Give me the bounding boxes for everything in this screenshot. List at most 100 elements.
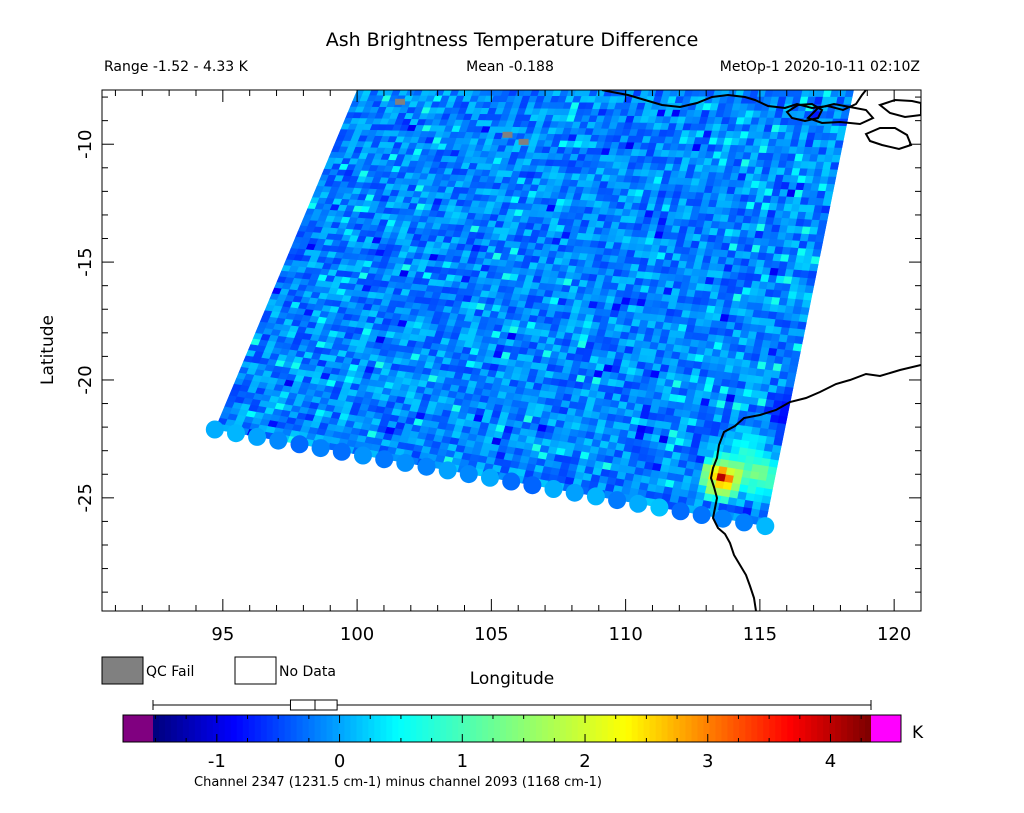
- x-tick-label: 105: [474, 624, 508, 645]
- boxplot-box: [289, 699, 338, 711]
- colorbar-segment: [685, 715, 692, 742]
- range-label: Range -1.52 - 4.33 K: [104, 59, 249, 75]
- heatmap-cell: [820, 205, 831, 214]
- footprint-cell: [565, 483, 584, 502]
- colorbar-segment: [673, 715, 681, 742]
- colorbar-segment: [153, 715, 160, 742]
- colorbar-segment: [847, 715, 854, 742]
- no-data-label: No Data: [279, 664, 336, 680]
- y-tick-label: -15: [75, 247, 96, 276]
- colorbar-segment: [494, 715, 501, 742]
- heatmap-cell: [777, 415, 788, 425]
- colorbar-segment: [649, 715, 657, 742]
- heatmap-cell: [826, 176, 837, 185]
- colorbar-segment: [254, 715, 262, 742]
- footprint-cell: [629, 494, 648, 513]
- colorbar: [122, 714, 902, 743]
- colorbar-segment: [440, 715, 447, 742]
- heatmap-cell: [819, 212, 830, 222]
- heatmap-cell: [776, 422, 787, 432]
- colorbar-segment: [230, 715, 238, 742]
- footprint-cell: [586, 487, 605, 506]
- colorbar-segment: [643, 715, 651, 742]
- footprint-cell: [205, 420, 224, 439]
- colorbar-segment: [631, 715, 639, 742]
- heatmap-cell: [811, 249, 822, 258]
- colorbar-segment: [805, 715, 812, 742]
- colorbar-segment: [170, 715, 178, 742]
- qc-fail-pixel: [502, 131, 513, 138]
- colorbar-segment: [350, 715, 357, 742]
- colorbar-segment: [613, 715, 621, 742]
- colorbar-segment: [637, 715, 645, 742]
- colorbar-segment: [332, 715, 339, 742]
- colorbar-segment: [607, 715, 615, 742]
- heatmap-cell: [807, 270, 818, 280]
- x-tick-label: 100: [340, 624, 374, 645]
- plot-area: [205, 90, 921, 611]
- colorbar-segment: [200, 715, 208, 742]
- colorbar-segment: [751, 715, 758, 742]
- colorbar-segment: [853, 715, 860, 742]
- colorbar-segment: [667, 715, 675, 742]
- heatmap-cell: [817, 220, 828, 229]
- colorbar-segment: [787, 715, 794, 742]
- colorbar-segment: [679, 715, 687, 742]
- heatmap-cell: [788, 364, 799, 374]
- footprint-cell: [756, 517, 775, 536]
- colorbar-segment: [541, 715, 549, 742]
- heatmap-cell: [800, 307, 810, 316]
- heatmap-cell: [794, 335, 805, 345]
- x-axis-label: Longitude: [470, 669, 555, 689]
- colorbar-segment: [248, 715, 256, 742]
- colorbar-segment: [158, 715, 166, 742]
- heatmap-cell: [789, 357, 800, 367]
- swath-heatmap: [214, 90, 854, 527]
- footprint-cell: [354, 446, 372, 465]
- heatmap-cell: [844, 90, 854, 98]
- qc-fail-pixel: [518, 138, 529, 145]
- heatmap-cell: [814, 234, 825, 243]
- colorbar-segment: [296, 715, 304, 742]
- colorbar-overflow: [871, 715, 901, 742]
- colorbar-segment: [661, 715, 669, 742]
- colorbar-segment: [368, 715, 375, 742]
- colorbar-segment: [625, 715, 633, 742]
- footprint-cell: [269, 431, 288, 450]
- colorbar-segment: [745, 715, 752, 742]
- colorbar-segment: [392, 715, 399, 742]
- colorbar-segment: [464, 715, 471, 742]
- heatmap-cell: [813, 241, 824, 251]
- colorbar-segment: [859, 715, 866, 742]
- footprint-cell: [248, 427, 267, 446]
- colorbar-segment: [565, 715, 573, 742]
- colorbar-segment: [601, 715, 609, 742]
- footprint-cell: [396, 453, 415, 472]
- colorbar-segment: [404, 715, 411, 742]
- footprint-cell: [692, 506, 711, 524]
- heatmap-cell: [834, 140, 844, 149]
- colorbar-tick-label: 4: [825, 751, 836, 772]
- colorbar-segment: [506, 715, 513, 742]
- colorbar-underflow: [123, 715, 153, 742]
- colorbar-segment: [691, 715, 698, 742]
- heatmap-cell: [785, 379, 796, 389]
- colorbar-segment: [188, 715, 196, 742]
- colorbar-segment: [284, 715, 292, 742]
- colorbar-segment: [344, 715, 351, 742]
- heatmap-cell: [779, 408, 790, 418]
- coastline-sumba: [864, 127, 913, 151]
- heatmap-cell: [832, 147, 843, 156]
- footprint-cell: [417, 457, 436, 476]
- colorbar-segment: [446, 715, 453, 742]
- colorbar-segment: [266, 715, 274, 742]
- colorbar-segment: [571, 715, 579, 742]
- colorbar-segment: [302, 715, 310, 742]
- colorbar-segment: [260, 715, 268, 742]
- colorbar-segment: [547, 715, 555, 742]
- footprint-cell: [311, 439, 330, 458]
- colorbar-tick-label: 3: [702, 751, 713, 772]
- heatmap-cell: [808, 263, 819, 273]
- colorbar-segment: [176, 715, 184, 742]
